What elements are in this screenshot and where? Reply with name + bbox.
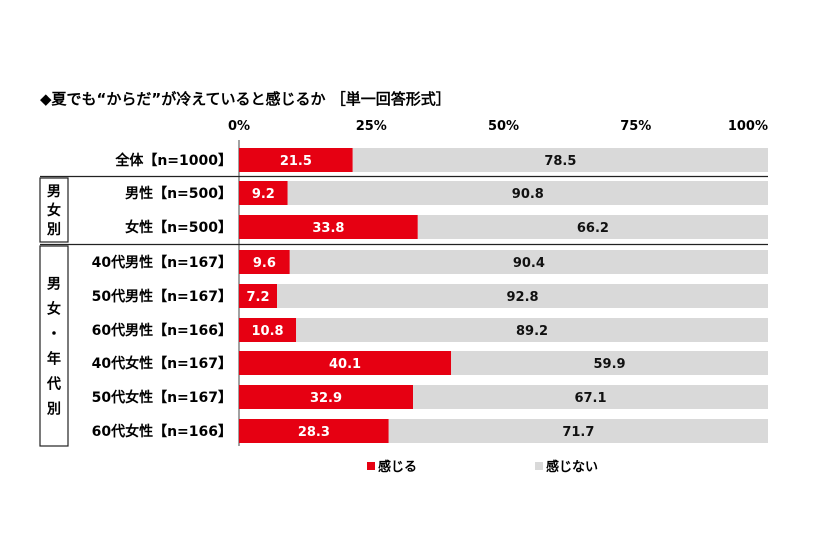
data-label: 71.7	[562, 425, 594, 440]
category-label: 50代女性【n=167】	[92, 389, 232, 406]
category-label: 50代男性【n=167】	[92, 288, 232, 305]
bars: 21.5 78.5 9.2 90.8 33.8 66.2 9.6 90.4 7.2 92.8 10.…	[239, 148, 768, 443]
bar-segment-feel	[239, 215, 418, 239]
x-tick-label: 0%	[228, 119, 250, 134]
category-label: 女性【n=500】	[125, 219, 232, 236]
data-label: 92.8	[507, 290, 539, 305]
bar-segment-feel	[239, 351, 452, 375]
legend: 感じる 感じない	[367, 459, 598, 475]
bar-segment-not-feel	[296, 318, 768, 342]
bar-segment-not-feel	[352, 148, 768, 172]
category-label: 60代男性【n=166】	[92, 322, 232, 339]
bar-segment-feel	[239, 419, 389, 443]
legend-label: 感じない	[546, 459, 598, 475]
bar-segment-not-feel	[277, 284, 768, 308]
data-label: 33.8	[312, 221, 344, 236]
data-label: 90.8	[512, 187, 544, 202]
group-box	[39, 245, 69, 447]
category-label: 40代女性【n=167】	[92, 355, 232, 372]
group-label: 男女・年代別	[46, 277, 61, 418]
category-label: 40代男性【n=167】	[92, 254, 232, 271]
bar-segment-not-feel	[289, 250, 768, 274]
x-tick-label: 25%	[356, 119, 387, 134]
bar-segment-feel	[239, 181, 288, 205]
bar-segment-feel	[239, 318, 297, 342]
legend-label: 感じる	[378, 459, 417, 475]
bar-segment-not-feel	[451, 351, 768, 375]
bar-segment-not-feel	[388, 419, 768, 443]
data-label: 66.2	[577, 221, 609, 236]
group-label: 男女別	[46, 184, 61, 238]
bar-segment-feel	[239, 250, 290, 274]
bar-segment-feel	[239, 385, 414, 409]
group-box	[39, 177, 69, 243]
data-label: 9.6	[253, 256, 276, 271]
legend-swatch	[367, 462, 375, 470]
category-label: 60代女性【n=166】	[92, 423, 232, 440]
category-label: 全体【n=1000】	[114, 152, 232, 169]
data-label: 10.8	[252, 324, 284, 339]
category-labels: 全体【n=1000】男性【n=500】女性【n=500】 40代男性【n=167】…	[40, 152, 768, 440]
x-tick-label: 50%	[488, 119, 519, 134]
bar-segment-feel	[239, 148, 353, 172]
data-label: 9.2	[252, 187, 275, 202]
bar-segment-feel	[239, 284, 278, 308]
data-label: 59.9	[594, 357, 626, 372]
data-label: 28.3	[298, 425, 330, 440]
data-label: 78.5	[544, 154, 576, 169]
bar-segment-not-feel	[287, 181, 768, 205]
data-label: 90.4	[513, 256, 545, 271]
data-label: 40.1	[329, 357, 361, 372]
data-label: 7.2	[247, 290, 270, 305]
x-tick-label: 100%	[728, 119, 768, 134]
category-label: 男性【n=500】	[125, 185, 232, 202]
data-label: 67.1	[574, 391, 606, 406]
bar-segment-not-feel	[413, 385, 768, 409]
chart-title: ◆夏でも“からだ”が冷えていると感じるか ［単一回答形式］	[40, 90, 451, 108]
legend-swatch	[535, 462, 543, 470]
bar-segment-not-feel	[417, 215, 768, 239]
data-label: 21.5	[280, 154, 312, 169]
x-tick-label: 75%	[620, 119, 651, 134]
data-label: 89.2	[516, 324, 548, 339]
data-label: 32.9	[310, 391, 342, 406]
